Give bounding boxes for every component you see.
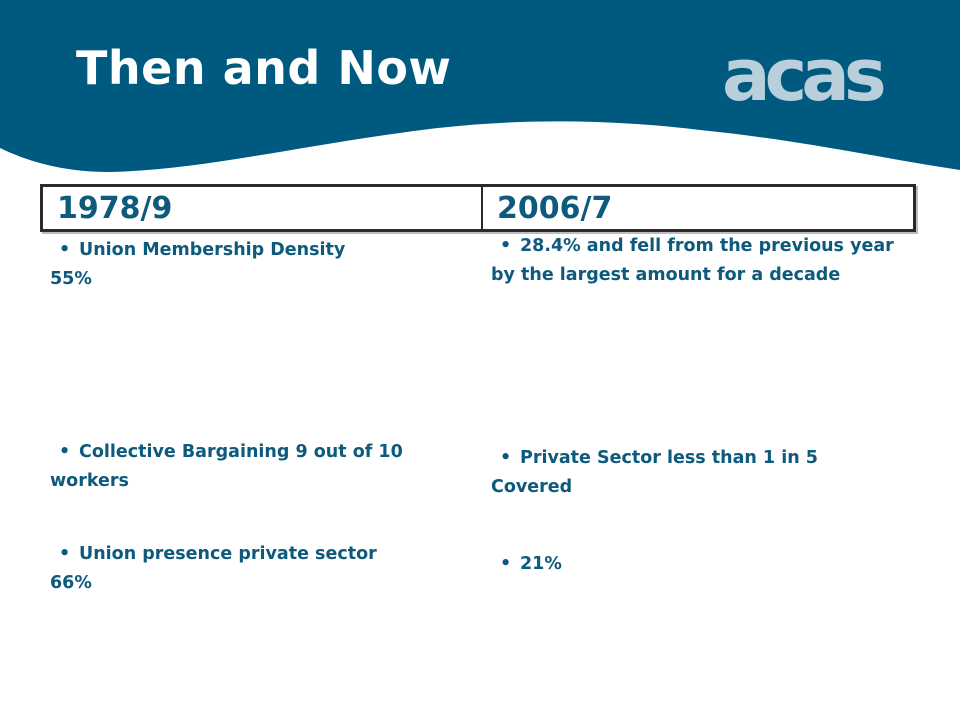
item-value: 66%	[50, 573, 92, 593]
now-collective-bargaining: • Private Sector less than 1 in 5 Covered	[491, 444, 916, 502]
header-banner	[0, 0, 960, 172]
item-label: Collective Bargaining 9 out of 10	[79, 442, 403, 462]
item-label: Union Membership Density	[79, 240, 346, 260]
slide-title: Then and Now	[76, 41, 452, 95]
acas-logo: acas	[722, 38, 890, 108]
now-union-presence: • 21%	[491, 550, 916, 579]
column-header-then: 1978/9	[43, 187, 483, 229]
bullet-icon: •	[59, 442, 71, 462]
bullet-icon: •	[500, 236, 512, 256]
item-text: 21%	[520, 554, 562, 574]
item-label: Union presence private sector	[79, 544, 377, 564]
bullet-icon: •	[500, 448, 512, 468]
then-union-membership: • Union Membership Density 55%	[50, 236, 470, 294]
logo-wordmark: acas	[722, 38, 884, 108]
then-collective-bargaining: • Collective Bargaining 9 out of 10 worke…	[50, 438, 470, 496]
bullet-icon: •	[59, 544, 71, 564]
bullet-icon: •	[500, 554, 512, 574]
table-header-row: 1978/9 2006/7	[40, 184, 916, 232]
item-label: Private Sector less than 1 in 5	[520, 448, 818, 468]
item-value: Covered	[491, 477, 573, 497]
then-union-presence: • Union presence private sector 66%	[50, 540, 470, 598]
bullet-icon: •	[59, 240, 71, 260]
item-value: workers	[50, 471, 129, 491]
now-union-membership: • 28.4% and fell from the previous year b…	[491, 232, 916, 290]
column-header-now: 2006/7	[497, 190, 613, 226]
item-value: 55%	[50, 269, 92, 289]
item-text: 28.4% and fell from the previous year by…	[491, 236, 894, 285]
